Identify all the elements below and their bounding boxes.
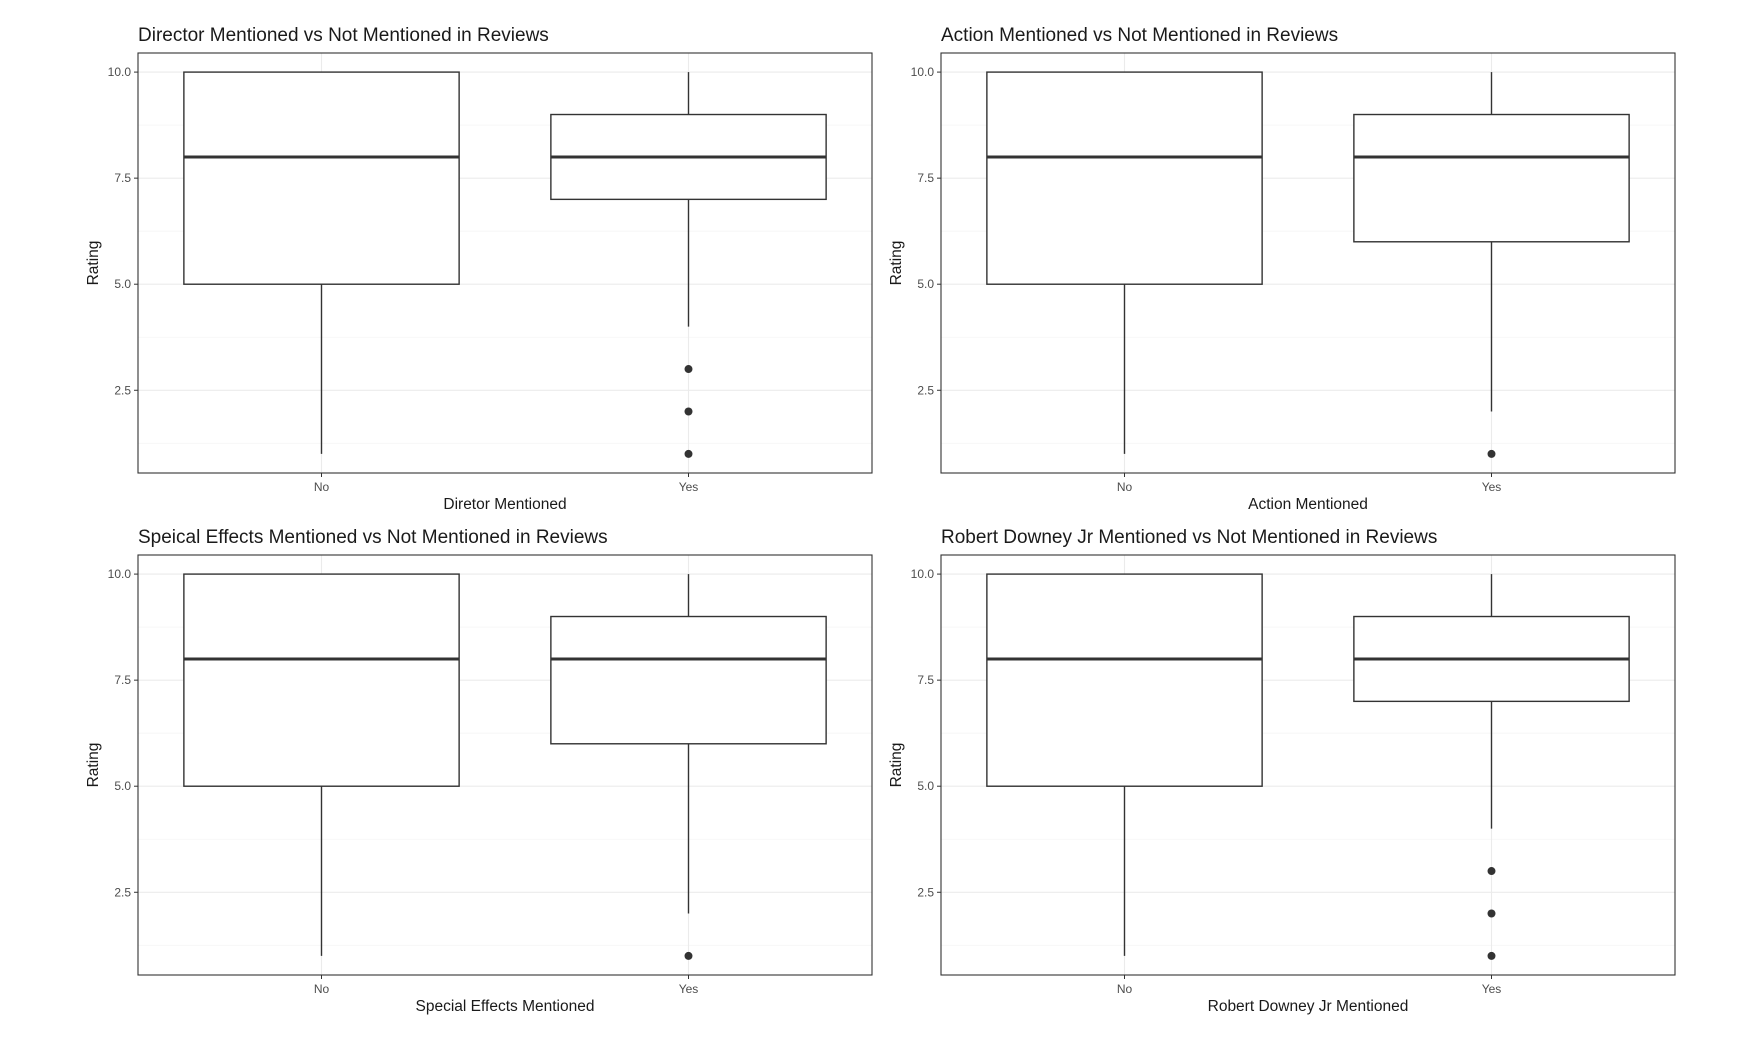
interquartile-box: [550, 615, 827, 745]
chart-panel-2: 2.5 5.0 7.5 10.0 No Yes Action Mentioned vs No…: [888, 25, 1676, 513]
panel-border: [137, 52, 873, 474]
y-tick-label: 10.0: [911, 567, 935, 581]
y-tick-label: 10.0: [108, 567, 132, 581]
box-no: [986, 573, 1263, 956]
outlier-point: [1487, 951, 1496, 960]
outlier-point: [684, 365, 693, 374]
y-tick-label: 7.5: [114, 171, 131, 185]
y-tick-label: 5.0: [917, 277, 934, 291]
y-tick-label: 2.5: [917, 885, 934, 899]
chart-title: Director Mentioned vs Not Mentioned in R…: [138, 25, 549, 46]
box-yes: [550, 72, 827, 458]
x-axis-title: Robert Downey Jr Mentioned: [1208, 998, 1409, 1015]
outlier-point: [1487, 449, 1496, 458]
x-tick-label: Yes: [679, 480, 699, 494]
x-axis-title: Action Mentioned: [1248, 496, 1368, 513]
x-tick-label: No: [1117, 982, 1133, 996]
box-yes: [550, 574, 827, 960]
y-tick-label: 5.0: [114, 277, 131, 291]
chart-title: Action Mentioned vs Not Mentioned in Rev…: [941, 25, 1338, 46]
outlier-point: [684, 407, 693, 416]
x-tick-label: No: [314, 982, 330, 996]
y-tick-label: 5.0: [114, 779, 131, 793]
interquartile-box: [183, 573, 460, 787]
chart-title: Robert Downey Jr Mentioned vs Not Mentio…: [941, 527, 1437, 548]
y-tick-label: 2.5: [917, 383, 934, 397]
x-tick-label: No: [1117, 480, 1133, 494]
y-tick-label: 5.0: [917, 779, 934, 793]
box-no: [183, 71, 460, 454]
interquartile-box: [986, 71, 1263, 285]
panel-border: [137, 554, 873, 976]
chart-panel-1: 2.5 5.0 7.5 10.0 No Yes Director Mentioned vs …: [85, 25, 873, 513]
box-yes: [1353, 574, 1630, 960]
outlier-point: [684, 951, 693, 960]
interquartile-box: [1353, 113, 1630, 243]
interquartile-box: [183, 71, 460, 285]
x-axis-title: Special Effects Mentioned: [416, 998, 595, 1015]
x-tick-label: Yes: [1482, 982, 1502, 996]
panel-border: [940, 52, 1676, 474]
y-tick-label: 2.5: [114, 885, 131, 899]
y-tick-label: 7.5: [114, 673, 131, 687]
box-yes: [1353, 72, 1630, 458]
x-axis-title: Diretor Mentioned: [443, 496, 566, 513]
y-tick-label: 7.5: [917, 673, 934, 687]
x-tick-label: Yes: [1482, 480, 1502, 494]
y-axis-title: Rating: [85, 743, 102, 788]
interquartile-box: [986, 573, 1263, 787]
chart-title: Speical Effects Mentioned vs Not Mention…: [138, 527, 608, 548]
y-axis-title: Rating: [888, 241, 905, 286]
box-no: [986, 71, 1263, 454]
panel-border: [940, 554, 1676, 976]
y-axis-title: Rating: [888, 743, 905, 788]
outlier-point: [684, 449, 693, 458]
box-no: [183, 573, 460, 956]
y-tick-label: 10.0: [911, 65, 935, 79]
x-tick-label: Yes: [679, 982, 699, 996]
y-tick-label: 10.0: [108, 65, 132, 79]
outlier-point: [1487, 909, 1496, 918]
outlier-point: [1487, 867, 1496, 876]
chart-panel-3: 2.5 5.0 7.5 10.0 No Yes Speical Effects Mentio…: [85, 527, 873, 1015]
y-tick-label: 7.5: [917, 171, 934, 185]
x-tick-label: No: [314, 480, 330, 494]
chart-panel-4: 2.5 5.0 7.5 10.0 No Yes Robert Downey Jr Menti…: [888, 527, 1676, 1015]
y-tick-label: 2.5: [114, 383, 131, 397]
y-axis-title: Rating: [85, 241, 102, 286]
